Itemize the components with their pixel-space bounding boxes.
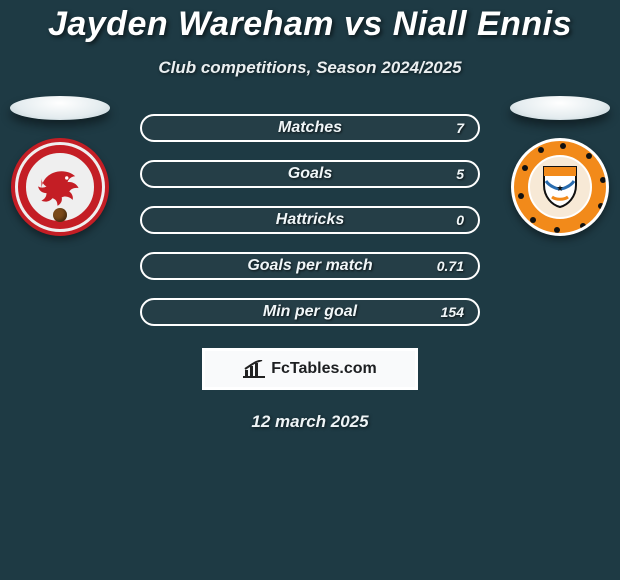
stat-right-value: 154 [441, 304, 464, 320]
stat-right-value: 7 [456, 120, 464, 136]
stat-row-matches: Matches 7 [140, 114, 480, 142]
comparison-panel: Matches 7 Goals 5 Hattricks 0 Goals per … [0, 114, 620, 432]
player-left-club-crest [11, 138, 109, 236]
wyvern-icon [33, 161, 87, 215]
chart-icon [243, 360, 265, 378]
context-line: Club competitions, Season 2024/2025 [0, 58, 620, 78]
shield-icon [540, 165, 580, 209]
player-left-column [0, 96, 120, 236]
stat-right-value: 0.71 [437, 258, 464, 274]
stat-label: Hattricks [276, 211, 344, 229]
player-right-column [500, 96, 620, 236]
stat-label: Matches [278, 119, 342, 137]
stat-right-value: 0 [456, 212, 464, 228]
player-right-club-crest [511, 138, 609, 236]
stat-bars: Matches 7 Goals 5 Hattricks 0 Goals per … [140, 114, 480, 326]
player-left-photo-placeholder [10, 96, 110, 120]
player-right-photo-placeholder [510, 96, 610, 120]
stat-row-hattricks: Hattricks 0 [140, 206, 480, 234]
stat-row-goals: Goals 5 [140, 160, 480, 188]
brand-text: FcTables.com [271, 360, 377, 378]
stat-label: Goals per match [247, 257, 372, 275]
fctables-link[interactable]: FcTables.com [202, 348, 418, 390]
stat-label: Goals [288, 165, 332, 183]
stat-row-goals-per-match: Goals per match 0.71 [140, 252, 480, 280]
stat-row-min-per-goal: Min per goal 154 [140, 298, 480, 326]
snapshot-date: 12 march 2025 [0, 412, 620, 432]
stat-right-value: 5 [456, 166, 464, 182]
stat-label: Min per goal [263, 303, 357, 321]
football-icon [53, 208, 67, 222]
page-title: Jayden Wareham vs Niall Ennis [0, 0, 620, 44]
